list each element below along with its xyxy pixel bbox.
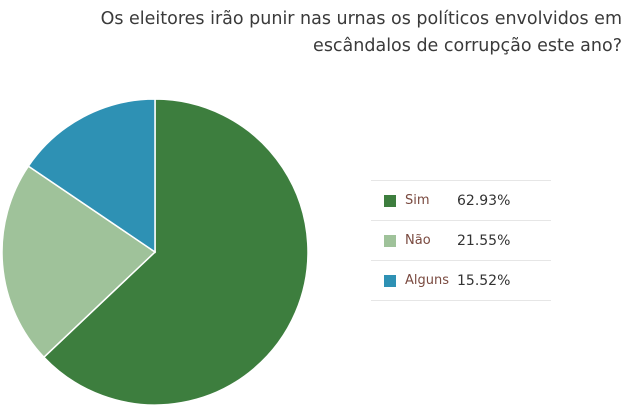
legend-label: Não [405,233,431,248]
legend-item-nao[interactable]: Não 21.55% [371,220,551,260]
pie-slices [1,98,309,406]
legend-swatch [384,274,396,287]
pie-slice-nao[interactable] [1,165,157,359]
legend-item-alguns[interactable]: Alguns 15.52% [371,260,551,301]
legend-swatch [384,234,396,247]
legend-swatch [384,194,396,207]
chart-title: Os eleitores irão punir nas urnas os pol… [100,9,622,56]
legend-item-sim[interactable]: Sim 62.93% [371,180,551,220]
pie-slice-sim[interactable] [42,98,309,406]
legend-value: 21.55% [457,232,511,249]
legend: Sim 62.93% Não 21.55% Alguns 15.52% [371,180,551,301]
pie-slice-alguns[interactable] [27,98,156,254]
legend-label: Alguns [405,273,449,288]
legend-value: 15.52% [457,272,511,289]
legend-label: Sim [405,193,430,208]
legend-value: 62.93% [457,192,511,209]
